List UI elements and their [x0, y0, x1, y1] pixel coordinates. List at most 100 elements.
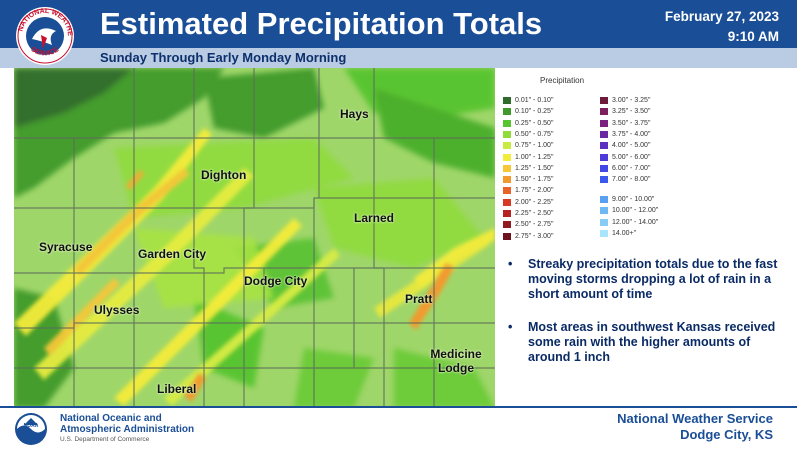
city-label: Pratt: [405, 292, 433, 306]
legend-item: 12.00" - 14.00": [600, 218, 659, 227]
legend-swatch: [600, 218, 608, 226]
legend-item: 5.00" - 6.00": [600, 153, 650, 162]
legend: [498, 68, 778, 240]
date-text: February 27, 2023: [664, 9, 779, 24]
legend-label: 6.00" - 7.00": [612, 164, 651, 172]
legend-item: 3.25" - 3.50": [600, 108, 650, 116]
legend-label: 2.75" - 3.00": [515, 232, 554, 240]
legend-item: 9.00" - 10.00": [600, 196, 654, 204]
legend-label: 9.00" - 10.00": [612, 196, 655, 203]
legend-item: 10.00" - 12.00": [600, 207, 658, 215]
legend-swatch: [600, 153, 608, 161]
legend-swatch: [503, 198, 511, 206]
legend-swatch: [600, 196, 608, 203]
bullet-item: • Most areas in southwest Kansas receive…: [508, 320, 780, 365]
legend-label: 2.00" - 2.25": [515, 198, 554, 206]
legend-swatch: [600, 130, 608, 138]
legend-item: 0.50" - 0.75": [503, 130, 554, 139]
legend-item: 2.75" - 3.00": [503, 232, 554, 241]
city-label: Liberal: [157, 382, 197, 396]
legend-item: 6.00" - 7.00": [600, 164, 651, 173]
legend-swatch: [600, 97, 608, 104]
nws-office: National Weather Service Dodge City, KS: [617, 411, 773, 443]
legend-swatch: [600, 164, 608, 172]
precipitation-raster: [14, 68, 495, 408]
legend-label: 2.25" - 2.50": [515, 210, 554, 217]
legend-swatch: [503, 164, 511, 172]
legend-swatch: [600, 176, 608, 184]
legend-label: 0.10" - 0.25": [515, 108, 554, 116]
legend-label: 1.75" - 2.00": [515, 187, 554, 195]
footer-divider: [0, 406, 797, 408]
legend-swatch: [600, 207, 608, 215]
bullet-icon: •: [508, 257, 513, 271]
legend-item: 2.00" - 2.25": [503, 198, 554, 207]
legend-swatch: [503, 130, 511, 138]
legend-label: 7.00" - 8.00": [612, 176, 651, 184]
legend-label: 3.50" - 3.75": [612, 119, 651, 127]
legend-item: 0.25" - 0.50": [503, 119, 553, 128]
legend-label: 14.00+": [612, 229, 637, 237]
svg-text:NOAA: NOAA: [24, 423, 39, 429]
legend-label: 12.00" - 14.00": [612, 218, 659, 226]
noaa-line1: National Oceanic and: [60, 413, 162, 424]
legend-swatch: [503, 153, 511, 161]
legend-item: 0.01" - 0.10": [503, 97, 553, 105]
legend-swatch: [503, 97, 511, 104]
legend-swatch: [503, 221, 511, 229]
legend-item: 1.50" - 1.75": [503, 176, 553, 184]
time-text: 9:10 AM: [727, 29, 779, 44]
legend-label: 1.50" - 1.75": [515, 176, 554, 184]
legend-swatch: [503, 232, 511, 240]
legend-label: 4.00" - 5.00": [612, 142, 651, 150]
legend-label: 10.00" - 12.00": [612, 207, 659, 215]
legend-item: 7.00" - 8.00": [600, 176, 650, 184]
legend-swatch: [600, 142, 608, 150]
legend-item: 1.75" - 2.00": [503, 187, 553, 195]
legend-swatch: [503, 210, 511, 217]
page-title: Estimated Precipitation Totals: [100, 6, 543, 41]
noaa-subtitle: U.S. Department of Commerce: [60, 436, 150, 443]
legend-label: 2.50" - 2.75": [515, 221, 554, 229]
legend-item: 4.00" - 5.00": [600, 142, 650, 150]
svg-text:SERVICE: SERVICE: [29, 46, 60, 57]
timestamp: February 27, 2023 9:10 AM: [665, 7, 779, 47]
bullet-text: Streaky precipitation totals due to the …: [528, 257, 778, 301]
legend-item: 1.00" - 1.25": [503, 153, 553, 162]
header-bar: [0, 0, 797, 48]
noaa-name: National Oceanic and Atmospheric Adminis…: [60, 413, 194, 435]
legend-swatch: [503, 108, 511, 116]
city-label: Garden City: [138, 247, 207, 261]
legend-label: 3.75" - 4.00": [612, 130, 651, 138]
precipitation-map: Hays Dighton Larned Syracuse Garden City…: [14, 68, 495, 408]
bullet-list: • Streaky precipitation totals due to th…: [508, 257, 780, 383]
legend-label: 1.25" - 1.50": [515, 164, 554, 172]
legend-swatch: [503, 176, 511, 184]
legend-label: 0.01" - 0.10": [515, 97, 554, 104]
legend-swatch: [503, 187, 511, 195]
noaa-line2: Atmospheric Administration: [60, 424, 195, 435]
city-label: Larned: [354, 211, 395, 225]
subtitle-bar: [0, 48, 797, 68]
city-label: Medicine Lodge: [430, 347, 482, 375]
legend-item: 0.10" - 0.25": [503, 108, 553, 116]
bullet-icon: •: [508, 320, 513, 334]
page-subtitle: Sunday Through Early Monday Morning: [100, 50, 347, 65]
bullet-text: Most areas in southwest Kansas received …: [528, 320, 776, 364]
legend-swatch: [503, 142, 511, 150]
legend-swatch: [600, 229, 608, 237]
legend-label: 0.50" - 0.75": [515, 130, 554, 138]
nws-logo-icon: NATIONAL WEATHER SERVICE: [10, 5, 74, 65]
legend-label: 3.25" - 3.50": [612, 108, 651, 116]
legend-item: 3.00" - 3.25": [600, 97, 650, 105]
legend-item: 2.50" - 2.75": [503, 221, 553, 229]
legend-swatch: [600, 119, 608, 127]
legend-swatch: [600, 108, 608, 116]
city-label: Syracuse: [39, 240, 93, 254]
city-label: Hays: [340, 107, 369, 121]
legend-item: 14.00+": [600, 229, 637, 238]
noaa-logo-icon: NOAA: [15, 413, 47, 445]
bullet-item: • Streaky precipitation totals due to th…: [508, 257, 780, 302]
legend-item: 2.25" - 2.50": [503, 210, 553, 218]
legend-swatch: [503, 119, 511, 127]
